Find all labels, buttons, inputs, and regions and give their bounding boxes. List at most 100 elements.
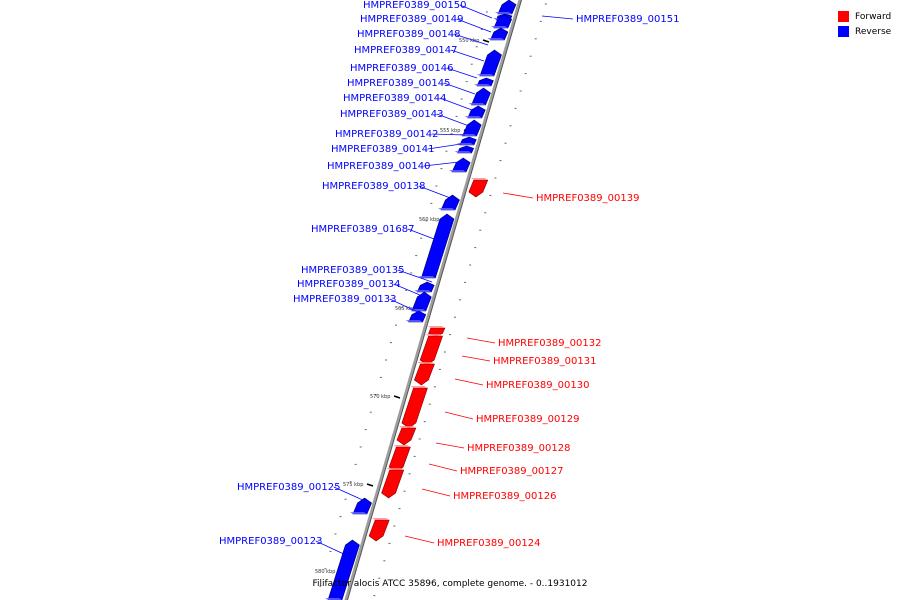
scale-tick-mark	[393, 395, 401, 399]
gene-arrow-shading	[449, 170, 467, 172]
legend-item-forward: Forward	[838, 9, 891, 24]
gene-label-hmpref0389_00149[interactable]: HMPREF0389_00149	[360, 14, 463, 25]
scale-tick-label: 565 kbp	[395, 306, 415, 312]
scale-tick-label: 575 kbp	[343, 482, 363, 488]
gene-label-hmpref0389_00134[interactable]: HMPREF0389_00134	[297, 279, 400, 290]
scale-tick-label: 550 kbp	[459, 38, 479, 44]
gene-arrow-hmpref0389_00125[interactable]	[352, 497, 372, 515]
gene-label-hmpref0389_00146[interactable]: HMPREF0389_00146	[350, 63, 453, 74]
gene-label-hmpref0389_00147[interactable]: HMPREF0389_00147	[354, 45, 457, 56]
gene-arrow-shading	[470, 178, 488, 180]
gene-arrow-shading	[468, 103, 486, 105]
gene-arrow-hmpref0389_00150[interactable]	[497, 0, 517, 15]
gene-arrow-shading	[464, 116, 482, 118]
gene-leader-line	[436, 113, 470, 127]
gene-leader-line	[389, 298, 425, 316]
scale-tick-label: 580 kbp	[315, 569, 335, 575]
gene-label-hmpref0389_00148[interactable]: HMPREF0389_00148	[357, 29, 460, 40]
gene-arrow-hmpref0389_00143[interactable]	[462, 119, 482, 137]
gene-label-hmpref0389_00130[interactable]: HMPREF0389_00130	[486, 380, 589, 391]
gene-label-hmpref0389_00151[interactable]: HMPREF0389_00151	[576, 14, 679, 25]
gene-label-hmpref0389_00133[interactable]: HMPREF0389_00133	[293, 294, 396, 305]
genome-backbone-shadow	[346, 0, 523, 600]
gene-leader-line	[541, 15, 574, 20]
gene-arrow-hmpref0389_00128[interactable]	[396, 427, 417, 446]
gene-arrow-shading	[393, 445, 411, 447]
gene-arrow-hmpref0389_00140[interactable]	[451, 157, 471, 173]
gene-label-hmpref0389_00123[interactable]: HMPREF0389_00123	[219, 536, 322, 547]
gene-leader-line	[427, 143, 462, 150]
gene-leader-line	[315, 540, 349, 557]
gene-arrow-shading	[418, 276, 436, 278]
gene-arrow-hmpref0389_00130[interactable]	[413, 363, 435, 386]
gene-arrow-shading	[405, 320, 423, 322]
scale-tick-mark	[482, 39, 490, 43]
gene-label-hmpref0389_00125[interactable]: HMPREF0389_00125	[237, 482, 340, 493]
gene-arrow-shading	[425, 334, 443, 336]
gene-arrow-shading	[410, 386, 428, 388]
gene-label-hmpref0389_00145[interactable]: HMPREF0389_00145	[347, 78, 450, 89]
gene-leader-line	[431, 133, 466, 136]
gene-leader-line	[421, 488, 451, 497]
legend: Forward Reverse	[838, 9, 891, 39]
gene-label-hmpref0389_00144[interactable]: HMPREF0389_00144	[343, 93, 446, 104]
gene-label-hmpref0389_00129[interactable]: HMPREF0389_00129	[476, 414, 579, 425]
gene-label-hmpref0389_01687[interactable]: HMPREF0389_01687	[311, 224, 414, 235]
legend-label-forward: Forward	[855, 11, 892, 22]
gene-label-hmpref0389_00127[interactable]: HMPREF0389_00127	[460, 466, 563, 477]
gene-arrow-hmpref0389_00145[interactable]	[471, 87, 491, 106]
gene-label-hmpref0389_00138[interactable]: HMPREF0389_00138	[322, 181, 425, 192]
gene-leader-line	[443, 82, 476, 95]
gene-label-hmpref0389_00131[interactable]: HMPREF0389_00131	[493, 356, 596, 367]
gene-leader-line	[446, 67, 478, 79]
scale-tick-mark	[366, 483, 374, 487]
gene-leader-line	[407, 228, 443, 243]
gene-leader-line	[444, 411, 474, 420]
gene-label-hmpref0389_00126[interactable]: HMPREF0389_00126	[453, 491, 556, 502]
gene-arrow-hmpref0389_00126[interactable]	[381, 469, 405, 499]
scale-tick-label: 555 kbp	[440, 128, 460, 134]
gene-arrow-shading	[386, 468, 404, 470]
gene-arrow-shading	[456, 143, 474, 145]
genome-backbone	[344, 0, 522, 600]
gene-arrow-hmpref0389_00139[interactable]	[468, 179, 489, 198]
gene-label-hmpref0389_00143[interactable]: HMPREF0389_00143	[340, 109, 443, 120]
gene-label-hmpref0389_00139[interactable]: HMPREF0389_00139	[536, 193, 639, 204]
gene-leader-line	[333, 486, 366, 502]
gene-arrow-hmpref0389_00134[interactable]	[411, 291, 432, 312]
gene-leader-line	[418, 185, 454, 200]
gene-leader-line	[397, 269, 433, 283]
gene-arrow-hmpref0389_00138[interactable]	[440, 194, 460, 211]
legend-item-reverse: Reverse	[838, 24, 891, 39]
gene-label-hmpref0389_00142[interactable]: HMPREF0389_00142	[335, 129, 438, 140]
scale-tick-label: 570 kbp	[370, 394, 390, 400]
gene-arrow-shading	[427, 326, 445, 328]
gene-arrow-hmpref0389_00131[interactable]	[419, 335, 443, 366]
gene-arrow-shading	[490, 26, 508, 28]
gene-leader-line	[439, 97, 473, 111]
gene-leader-line	[459, 4, 493, 19]
map-caption: Filifactor alocis ATCC 35896, complete g…	[312, 579, 588, 589]
gene-arrow-hmpref0389_00124[interactable]	[368, 519, 390, 542]
scale-tick-label: 560 kbp	[419, 217, 439, 223]
gene-arrow-shading	[417, 362, 435, 364]
gene-label-hmpref0389_00124[interactable]: HMPREF0389_00124	[437, 538, 540, 549]
gene-leader-line	[461, 355, 491, 362]
gene-label-hmpref0389_00132[interactable]: HMPREF0389_00132	[498, 338, 601, 349]
gene-label-hmpref0389_00140[interactable]: HMPREF0389_00140	[327, 161, 430, 172]
gene-leader-line	[454, 378, 484, 386]
gene-label-hmpref0389_00135[interactable]: HMPREF0389_00135	[301, 265, 404, 276]
gene-leader-line	[453, 33, 489, 46]
gene-arrow-shading	[349, 512, 367, 514]
gene-arrow-shading	[454, 151, 472, 153]
forward-swatch	[838, 11, 849, 22]
gene-leader-line	[456, 18, 492, 33]
gene-label-hmpref0389_00128[interactable]: HMPREF0389_00128	[467, 443, 570, 454]
gene-arrow-hmpref0389_00123[interactable]	[327, 539, 360, 600]
gene-leader-line	[423, 161, 460, 167]
gene-arrow-shading	[372, 518, 390, 520]
gene-label-hmpref0389_00141[interactable]: HMPREF0389_00141	[331, 144, 434, 155]
gene-arrow-shading	[474, 84, 492, 86]
gene-label-hmpref0389_00150[interactable]: HMPREF0389_00150	[363, 0, 466, 11]
